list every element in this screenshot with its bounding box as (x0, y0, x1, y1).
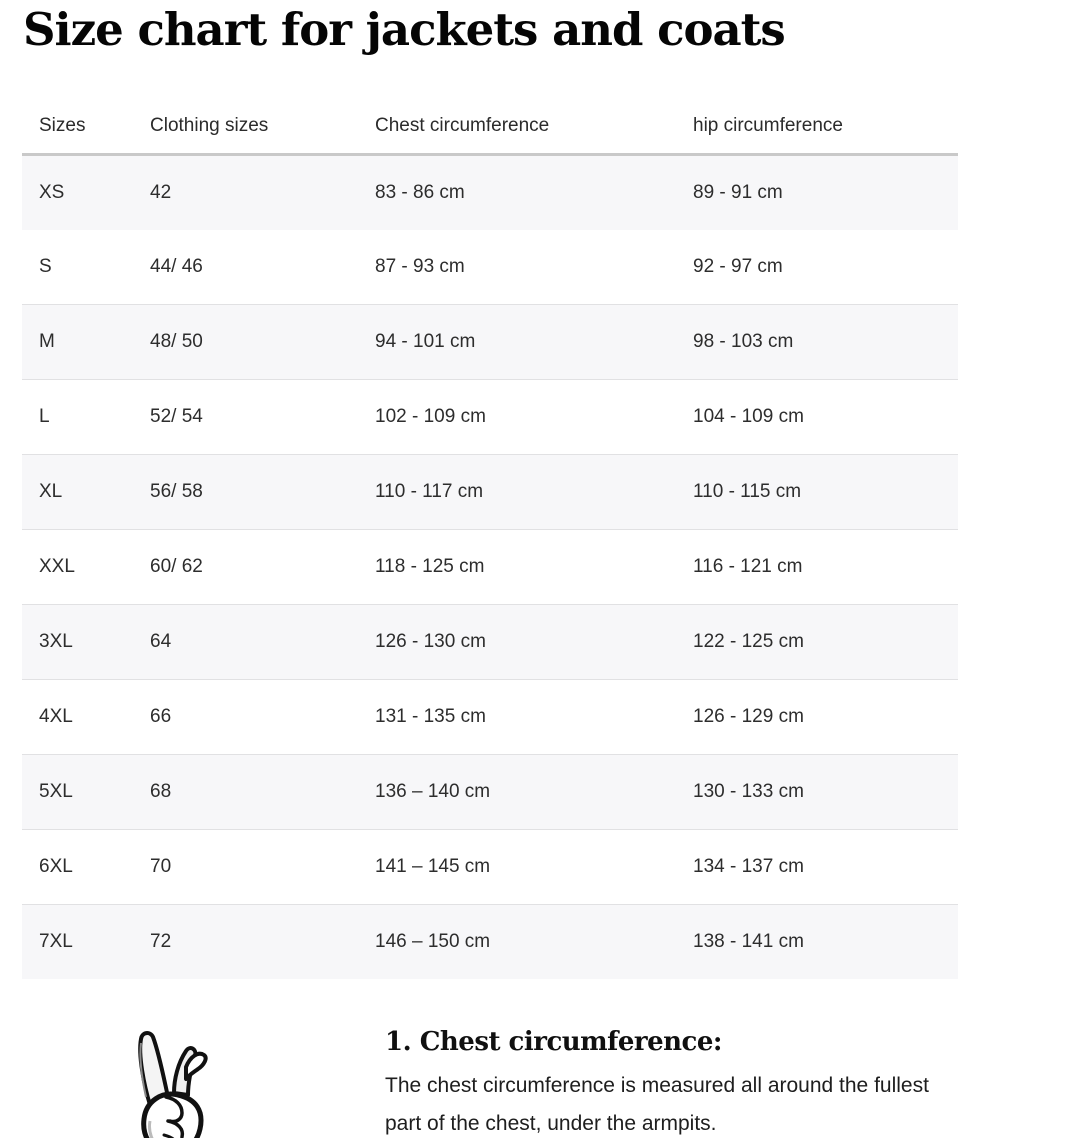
cell-hip-circumference: 92 - 97 cm (693, 256, 783, 278)
cell-size: XXL (39, 556, 75, 578)
cell-hip-circumference: 130 - 133 cm (693, 781, 804, 803)
cell-hip-circumference: 126 - 129 cm (693, 706, 804, 728)
note-heading: 1. Chest circumference: (385, 1027, 723, 1058)
table-row: S 44/ 46 87 - 93 cm 92 - 97 cm (22, 230, 958, 304)
cell-chest-circumference: 131 - 135 cm (375, 706, 486, 728)
table-row: 6XL 70 141 – 145 cm 134 - 137 cm (22, 829, 958, 904)
cell-clothing-size: 48/ 50 (150, 331, 203, 353)
cell-hip-circumference: 134 - 137 cm (693, 856, 804, 878)
table-row: XL 56/ 58 110 - 117 cm 110 - 115 cm (22, 454, 958, 530)
cell-size: 3XL (39, 631, 73, 653)
cell-chest-circumference: 110 - 117 cm (375, 481, 484, 503)
cell-clothing-size: 64 (150, 631, 172, 653)
cell-clothing-size: 66 (150, 706, 172, 728)
table-row: M 48/ 50 94 - 101 cm 98 - 103 cm (22, 304, 958, 380)
cell-size: 4XL (39, 706, 73, 728)
table-row: XXL 60/ 62 118 - 125 cm 116 - 121 cm (22, 529, 958, 604)
cell-hip-circumference: 116 - 121 cm (693, 556, 803, 578)
cell-chest-circumference: 102 - 109 cm (375, 406, 486, 428)
cell-chest-circumference: 146 – 150 cm (375, 931, 491, 953)
cell-size: M (39, 331, 55, 353)
cell-clothing-size: 44/ 46 (150, 256, 203, 278)
note-body: The chest circumference is measured all … (385, 1074, 929, 1136)
column-header-chest-circumference: Chest circumference (375, 114, 550, 136)
cell-chest-circumference: 87 - 93 cm (375, 256, 465, 278)
cell-clothing-size: 70 (150, 856, 172, 878)
cell-size: 5XL (39, 781, 73, 803)
cell-hip-circumference: 98 - 103 cm (693, 331, 794, 353)
cell-chest-circumference: 94 - 101 cm (375, 331, 476, 353)
cell-hip-circumference: 138 - 141 cm (693, 931, 804, 953)
cell-hip-circumference: 104 - 109 cm (693, 406, 804, 428)
column-header-hip-circumference: hip circumference (693, 114, 843, 136)
cell-chest-circumference: 136 – 140 cm (375, 781, 491, 803)
cell-clothing-size: 56/ 58 (150, 481, 203, 503)
table-row: L 52/ 54 102 - 109 cm 104 - 109 cm (22, 379, 958, 454)
cell-size: XS (39, 182, 65, 204)
cell-chest-circumference: 83 - 86 cm (375, 182, 465, 204)
cell-size: L (39, 406, 50, 428)
cell-hip-circumference: 110 - 115 cm (693, 481, 802, 503)
page-title: Size chart for jackets and coats (23, 3, 786, 56)
cell-hip-circumference: 122 - 125 cm (693, 631, 804, 653)
note-text-block: 1. Chest circumference: The chest circum… (385, 1027, 950, 1138)
cell-size: 6XL (39, 856, 73, 878)
table-row: 7XL 72 146 – 150 cm 138 - 141 cm (22, 904, 958, 980)
table-row: 5XL 68 136 – 140 cm 130 - 133 cm (22, 754, 958, 830)
table-row: 3XL 64 126 - 130 cm 122 - 125 cm (22, 604, 958, 680)
cell-chest-circumference: 126 - 130 cm (375, 631, 486, 653)
table-row: 4XL 66 131 - 135 cm 126 - 129 cm (22, 679, 958, 754)
chest-circumference-note: 1. Chest circumference: The chest circum… (128, 1027, 1067, 1138)
cell-clothing-size: 52/ 54 (150, 406, 203, 428)
column-header-sizes: Sizes (39, 114, 86, 136)
table-row: XS 42 83 - 86 cm 89 - 91 cm (22, 156, 958, 231)
cell-chest-circumference: 141 – 145 cm (375, 856, 491, 878)
size-chart-table: Sizes Clothing sizes Chest circumference… (22, 98, 958, 980)
cell-clothing-size: 42 (150, 182, 172, 204)
cell-size: 7XL (39, 931, 73, 953)
cell-clothing-size: 60/ 62 (150, 556, 203, 578)
cell-chest-circumference: 118 - 125 cm (375, 556, 485, 578)
table-header-row: Sizes Clothing sizes Chest circumference… (22, 98, 958, 157)
cell-size: XL (39, 481, 63, 503)
column-header-clothing-sizes: Clothing sizes (150, 114, 269, 136)
cell-hip-circumference: 89 - 91 cm (693, 182, 783, 204)
cell-clothing-size: 72 (150, 931, 172, 953)
reminder-hand-icon (138, 1031, 208, 1138)
cell-clothing-size: 68 (150, 781, 172, 803)
table-body: XS 42 83 - 86 cm 89 - 91 cm S 44/ 46 87 … (22, 156, 958, 980)
cell-size: S (39, 256, 52, 278)
